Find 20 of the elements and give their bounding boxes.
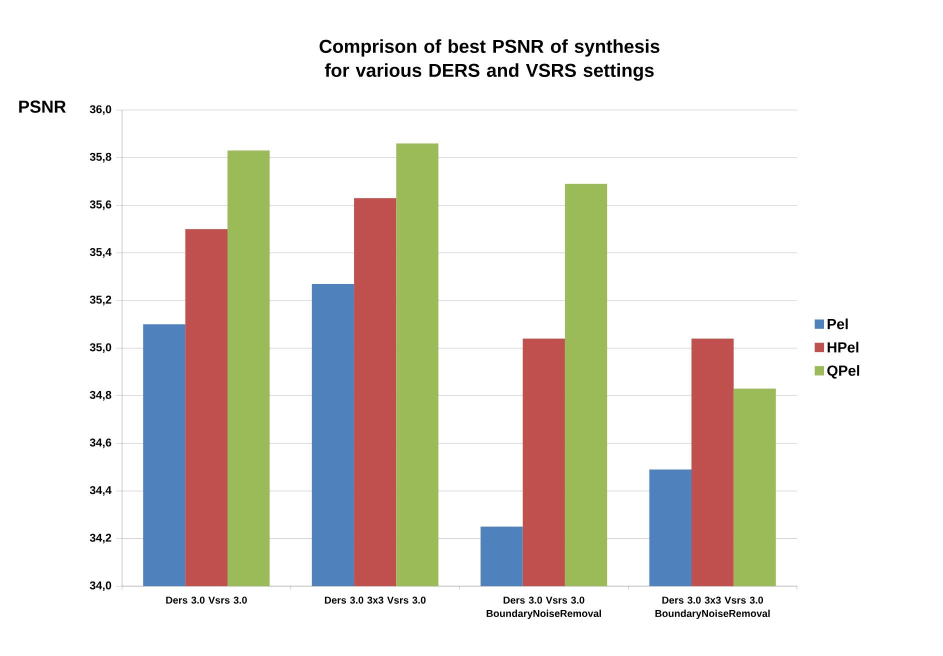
y-tick-label: 34,6 [90, 438, 112, 448]
x-tick-label: Ders 3.0 Vsrs 3.0 [166, 596, 247, 604]
y-tick-label: 35,4 [90, 248, 112, 258]
y-tick-label: 34,2 [90, 534, 112, 544]
x-tick-label: Ders 3.0 Vsrs 3.0 BoundaryNoiseRemoval [486, 596, 601, 619]
y-tick-label: 35,0 [90, 343, 112, 353]
y-tick-label: 35,2 [90, 296, 112, 306]
y-tick-label: 34,4 [90, 486, 112, 496]
y-tick-label: 36,0 [90, 105, 112, 115]
chart-title: Comprison of best PSNR of synthesis for various DERS and VSRS settings [320, 39, 660, 81]
y-tick-label: 34,0 [90, 581, 112, 591]
y-tick-label: 35,8 [90, 152, 112, 162]
x-tick-label: Ders 3.0 3x3 Vsrs 3.0 BoundaryNoiseRemoval [655, 596, 770, 619]
legend-label: Pel [828, 318, 848, 330]
legend-label: HPel [828, 342, 858, 352]
y-tick-label: 35,6 [90, 200, 112, 210]
y-tick-label: 34,8 [90, 390, 112, 400]
y-axis-title: PSNR [19, 100, 66, 113]
legend-label: QPel [827, 364, 860, 379]
x-tick-label: Ders 3.0 3x3 Vsrs 3.0 [324, 596, 426, 604]
